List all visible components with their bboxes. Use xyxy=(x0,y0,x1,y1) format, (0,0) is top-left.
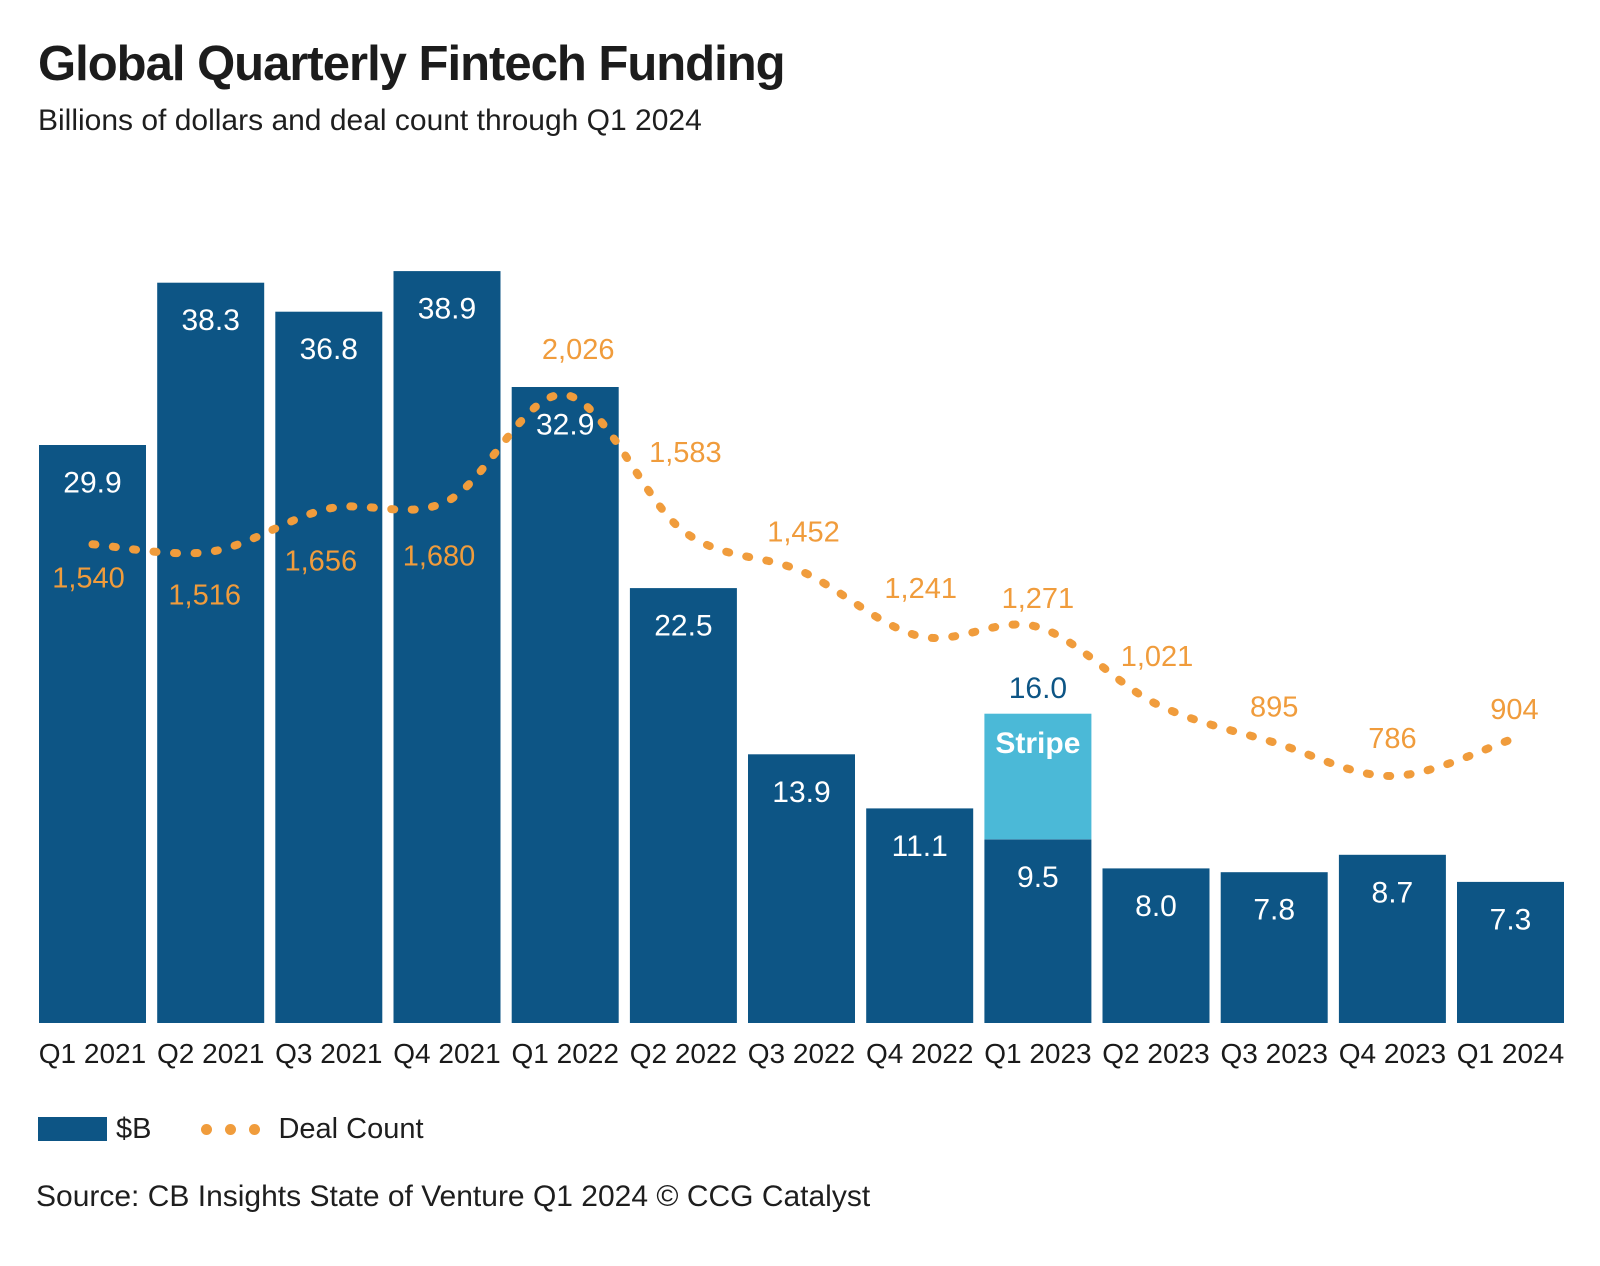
x-axis-label: Q4 2023 xyxy=(1339,1038,1446,1069)
deal-count-label: 1,680 xyxy=(403,540,476,572)
bar-value-label: 38.3 xyxy=(182,304,240,337)
deal-count-label: 1,583 xyxy=(649,437,722,469)
deal-count-label: 904 xyxy=(1490,694,1538,726)
bar-value-label: 7.3 xyxy=(1490,903,1532,936)
funding-bar xyxy=(1220,872,1328,1023)
funding-bar xyxy=(157,282,265,1023)
stripe-total-label: 16.0 xyxy=(1009,672,1067,705)
funding-bar xyxy=(275,311,383,1023)
bar-value-label: 11.1 xyxy=(892,830,948,863)
chart-legend: $B Deal Count xyxy=(38,1112,424,1146)
deal-count-label: 1,516 xyxy=(168,580,241,612)
deal-count-label: 1,452 xyxy=(767,516,840,548)
deal-count-label: 1,241 xyxy=(884,573,957,605)
x-axis-label: Q2 2021 xyxy=(157,1038,264,1069)
deal-count-line xyxy=(88,390,1515,781)
bar-value-label: 8.0 xyxy=(1135,890,1177,923)
funding-bar xyxy=(866,808,974,1023)
funding-bar xyxy=(39,445,146,1023)
chart-title: Global Quarterly Fintech Funding xyxy=(38,37,786,91)
x-axis-label: Q1 2023 xyxy=(984,1038,1091,1069)
bar-value-label: 38.9 xyxy=(418,293,476,326)
x-axis-label: Q1 2024 xyxy=(1457,1038,1564,1069)
chart-subtitle: Billions of dollars and deal count throu… xyxy=(38,104,702,137)
x-axis-label: Q4 2021 xyxy=(393,1038,500,1069)
bars-legend-label: $B xyxy=(116,1112,152,1145)
funding-bar xyxy=(511,387,619,1023)
x-axis-label: Q2 2022 xyxy=(630,1038,737,1069)
bar-value-label: 9.5 xyxy=(1017,861,1059,894)
deal-count-label: 1,656 xyxy=(285,546,358,578)
bar-value-label: 22.5 xyxy=(654,610,712,643)
bar-value-label: 7.8 xyxy=(1253,894,1295,927)
funding-bar xyxy=(1457,881,1564,1023)
funding-bar xyxy=(393,271,501,1024)
funding-bar xyxy=(629,588,737,1023)
bar-value-label: 29.9 xyxy=(63,467,121,500)
deal-count-label: 1,021 xyxy=(1121,641,1194,673)
deal-count-legend-label: Deal Count xyxy=(278,1112,424,1145)
bar-value-label: 32.9 xyxy=(536,409,594,442)
stripe-segment xyxy=(984,713,1092,840)
x-axis-label: Q3 2022 xyxy=(748,1038,855,1069)
bars-legend-swatch xyxy=(38,1117,107,1141)
bar-value-label: 36.8 xyxy=(300,333,358,366)
deal-count-label: 895 xyxy=(1250,692,1298,724)
bar-value-label: 8.7 xyxy=(1372,876,1414,909)
legend-dot-icon xyxy=(225,1123,237,1135)
x-axis-label: Q3 2023 xyxy=(1220,1038,1327,1069)
deal-count-label: 1,540 xyxy=(52,562,125,594)
deal-count-legend-dots xyxy=(201,1123,261,1135)
x-axis-label: Q1 2022 xyxy=(511,1038,618,1069)
x-axis-label: Q3 2021 xyxy=(275,1038,382,1069)
funding-bar xyxy=(1338,854,1446,1023)
x-axis-label: Q1 2021 xyxy=(39,1038,146,1069)
deal-count-label: 1,271 xyxy=(1002,583,1075,615)
x-axis-label: Q4 2022 xyxy=(866,1038,973,1069)
stripe-segment-label: Stripe xyxy=(995,727,1080,760)
funding-bar xyxy=(748,754,855,1023)
x-axis-label: Q2 2023 xyxy=(1102,1038,1209,1069)
bar-value-label: 13.9 xyxy=(772,776,830,809)
legend-dot-icon xyxy=(201,1123,213,1135)
source-attribution: Source: CB Insights State of Venture Q1 … xyxy=(36,1180,871,1213)
funding-bar xyxy=(1102,868,1210,1023)
funding-bar xyxy=(984,839,1092,1023)
deal-count-label: 786 xyxy=(1368,723,1416,755)
legend-dot-icon xyxy=(249,1123,261,1135)
deal-count-label: 2,026 xyxy=(542,334,615,366)
